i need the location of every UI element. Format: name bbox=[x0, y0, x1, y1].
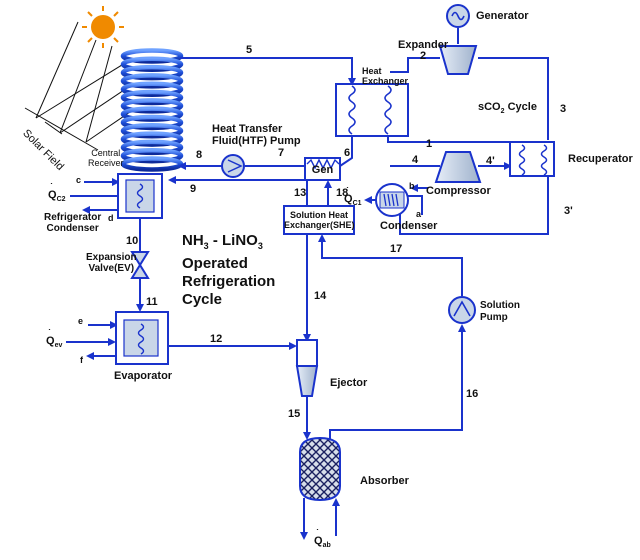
compressor bbox=[434, 151, 482, 183]
stream-8: 8 bbox=[196, 149, 203, 161]
port-c: c bbox=[76, 175, 82, 185]
coil-ring bbox=[120, 147, 184, 164]
compressor-label: Compressor bbox=[426, 185, 491, 197]
port-e: e bbox=[78, 316, 84, 326]
stream-18: 18 bbox=[336, 187, 349, 199]
expansion-valve-label: Expansion Valve(EV) bbox=[86, 252, 137, 274]
coil-ring bbox=[120, 106, 184, 122]
generator-icon bbox=[446, 4, 470, 28]
refrigerator-condenser-label: Refrigerator Condenser bbox=[44, 212, 102, 234]
stream-11: 11 bbox=[146, 296, 158, 308]
coil-ring bbox=[120, 114, 184, 131]
absorber-label: Absorber bbox=[360, 475, 409, 487]
piping bbox=[66, 28, 549, 540]
sun-icon bbox=[82, 6, 124, 48]
coil-ring bbox=[120, 48, 184, 64]
solar-field bbox=[24, 21, 131, 151]
port-b: b bbox=[409, 181, 415, 191]
coil-ring bbox=[120, 156, 184, 172]
stream-2: 2 bbox=[420, 50, 427, 62]
stream-7: 7 bbox=[278, 147, 285, 159]
stream-3-prime: 3' bbox=[564, 205, 573, 217]
absorber bbox=[299, 436, 341, 502]
port-d: d bbox=[108, 213, 114, 223]
stream-6: 6 bbox=[344, 147, 351, 159]
condenser-label: Condenser bbox=[380, 220, 438, 232]
coil-ring bbox=[120, 98, 184, 114]
gen-box bbox=[304, 157, 341, 181]
expansion-valve bbox=[130, 251, 150, 279]
expander-label: Expander bbox=[398, 39, 449, 51]
q-c1-label: ˙ QC1 bbox=[344, 186, 362, 208]
stream-3: 3 bbox=[560, 103, 567, 115]
central-receiver-label: Central Receiver bbox=[88, 148, 124, 168]
stream-15: 15 bbox=[288, 408, 301, 420]
condenser bbox=[375, 183, 409, 217]
stream-17: 17 bbox=[390, 243, 403, 255]
evaporator bbox=[115, 311, 169, 365]
expander bbox=[438, 45, 478, 75]
heat-exchanger bbox=[335, 83, 409, 137]
coil-ring bbox=[120, 139, 184, 156]
ejector-label: Ejector bbox=[330, 377, 368, 389]
sco2-cycle-label: sCO2 Cycle bbox=[478, 101, 537, 116]
coil-ring bbox=[120, 89, 184, 106]
stream-16: 16 bbox=[466, 388, 479, 400]
central-receiver-coil bbox=[120, 48, 184, 172]
heat-exchanger-label: Heat Exchanger bbox=[362, 66, 409, 86]
stream-12: 12 bbox=[210, 333, 223, 345]
solution-pump-label: Solution Pump bbox=[480, 300, 520, 323]
coil-ring bbox=[120, 123, 184, 139]
port-f: f bbox=[80, 355, 83, 365]
q-ev-label: ˙ Qev bbox=[46, 328, 63, 350]
she-label: Solution Heat Exchanger(SHE) bbox=[284, 210, 355, 230]
gen-label: Gen bbox=[311, 164, 334, 176]
htf-pump-label: Heat Transfer Fluid(HTF) Pump bbox=[212, 123, 301, 147]
solution-pump-icon bbox=[448, 296, 476, 324]
stream-5: 5 bbox=[246, 44, 253, 56]
stream-9: 9 bbox=[190, 183, 197, 195]
stream-10: 10 bbox=[126, 235, 139, 247]
q-ab-label: ˙ Qab bbox=[314, 528, 331, 550]
htf-pump-icon bbox=[221, 154, 245, 178]
evaporator-label: Evaporator bbox=[114, 370, 173, 382]
recuperator-label: Recuperator bbox=[568, 153, 633, 165]
stream-1: 1 bbox=[426, 138, 433, 150]
coil-ring bbox=[120, 81, 184, 97]
coil-ring bbox=[120, 64, 184, 81]
coil-ring bbox=[120, 73, 184, 89]
she-box bbox=[283, 205, 355, 235]
generator-label: Generator bbox=[476, 10, 529, 22]
refrigerator-condenser bbox=[117, 173, 163, 219]
recuperator bbox=[509, 141, 555, 177]
stream-14: 14 bbox=[314, 290, 327, 302]
cycle-title: NH3 - LiNO3 Operated Refrigeration Cycle bbox=[182, 232, 276, 308]
stream-4: 4 bbox=[412, 154, 419, 166]
q-c2-label: ˙ QC2 bbox=[48, 182, 66, 204]
stream-13: 13 bbox=[294, 187, 307, 199]
coil-ring bbox=[120, 56, 184, 73]
port-a: a bbox=[416, 209, 422, 219]
ejector bbox=[295, 339, 319, 397]
stream-4-prime: 4' bbox=[486, 155, 495, 167]
coil-ring bbox=[120, 131, 184, 147]
